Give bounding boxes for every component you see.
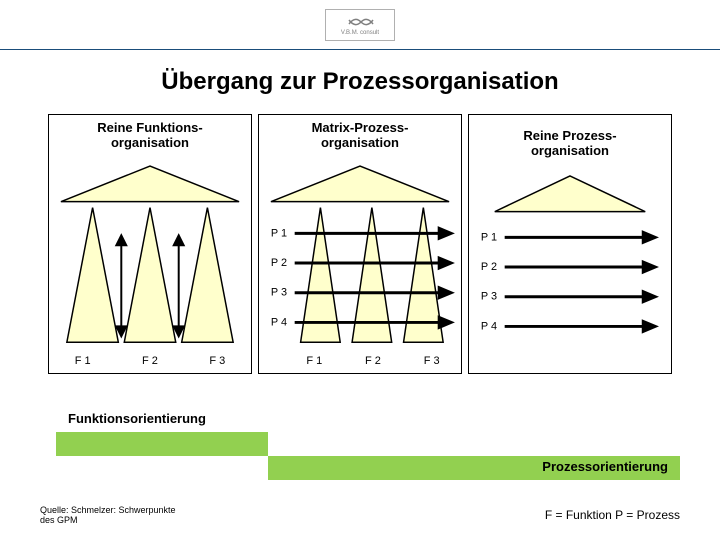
- panels-row: Reine Funktions- organisation F 1 F 2 F: [0, 114, 720, 374]
- process-labels: P 1 P 2 P 3 P 4: [271, 227, 287, 328]
- pillar-3: [182, 207, 233, 342]
- process-labels: P 1 P 2 P 3 P 4: [481, 231, 497, 332]
- axis-label: F 2: [365, 355, 381, 367]
- page-title: Übergang zur Prozessorganisation: [0, 68, 720, 96]
- p-label: P 4: [271, 316, 287, 328]
- legend: F = Funktion P = Prozess: [545, 508, 680, 522]
- prozess-diagram: P 1 P 2 P 3 P 4: [473, 161, 667, 369]
- grad-label-left: Funktionsorientierung: [68, 411, 206, 426]
- logo-swirl-icon: [345, 14, 375, 30]
- logo-box: V.B.M. consult: [325, 9, 395, 41]
- p-label: P 3: [271, 287, 287, 299]
- panel-prozess: Reine Prozess- organisation P 1 P 2 P 3 …: [468, 114, 672, 374]
- axis-row-matrix: F 1 F 2 F 3: [259, 355, 461, 367]
- pillar-1: [67, 207, 118, 342]
- matrix-diagram: P 1 P 2 P 3 P 4: [263, 153, 457, 369]
- source-citation: Quelle: Schmelzer: Schwerpunkte des GPM: [40, 506, 176, 526]
- process-arrows: [505, 232, 655, 331]
- pillar-2: [124, 207, 175, 342]
- grad-row-bottom: Prozessorientierung: [56, 456, 680, 480]
- axis-label: F 2: [142, 355, 158, 367]
- gradient-strip: Funktionsorientierung Prozessorientierun…: [56, 408, 680, 432]
- logo-area: V.B.M. consult: [0, 0, 720, 50]
- grad-row-top: Funktionsorientierung: [56, 408, 680, 432]
- panel-title-matrix: Matrix-Prozess- organisation: [312, 121, 409, 151]
- top-triangle: [495, 176, 645, 212]
- panel-matrix: Matrix-Prozess- organisation P 1 P 2 P 3…: [258, 114, 462, 374]
- logo-text: V.B.M. consult: [341, 30, 379, 36]
- panel-title-prozess: Reine Prozess- organisation: [523, 129, 616, 159]
- p-label: P 2: [481, 261, 497, 273]
- grad-bar-1: [56, 432, 268, 456]
- top-triangle: [61, 166, 239, 202]
- axis-label: F 1: [75, 355, 91, 367]
- axis-label: F 1: [306, 355, 322, 367]
- axis-row-funktional: F 1 F 2 F 3: [49, 355, 251, 367]
- funktional-diagram: [53, 153, 247, 369]
- p-label: P 4: [481, 320, 497, 332]
- grad-label-right: Prozessorientierung: [542, 459, 668, 474]
- p-label: P 2: [271, 257, 287, 269]
- axis-label: F 3: [424, 355, 440, 367]
- panel-title-funktional: Reine Funktions- organisation: [97, 121, 202, 151]
- panel-funktional: Reine Funktions- organisation F 1 F 2 F: [48, 114, 252, 374]
- axis-label: F 3: [209, 355, 225, 367]
- p-label: P 3: [481, 291, 497, 303]
- p-label: P 1: [271, 227, 287, 239]
- top-triangle: [271, 166, 449, 202]
- p-label: P 1: [481, 231, 497, 243]
